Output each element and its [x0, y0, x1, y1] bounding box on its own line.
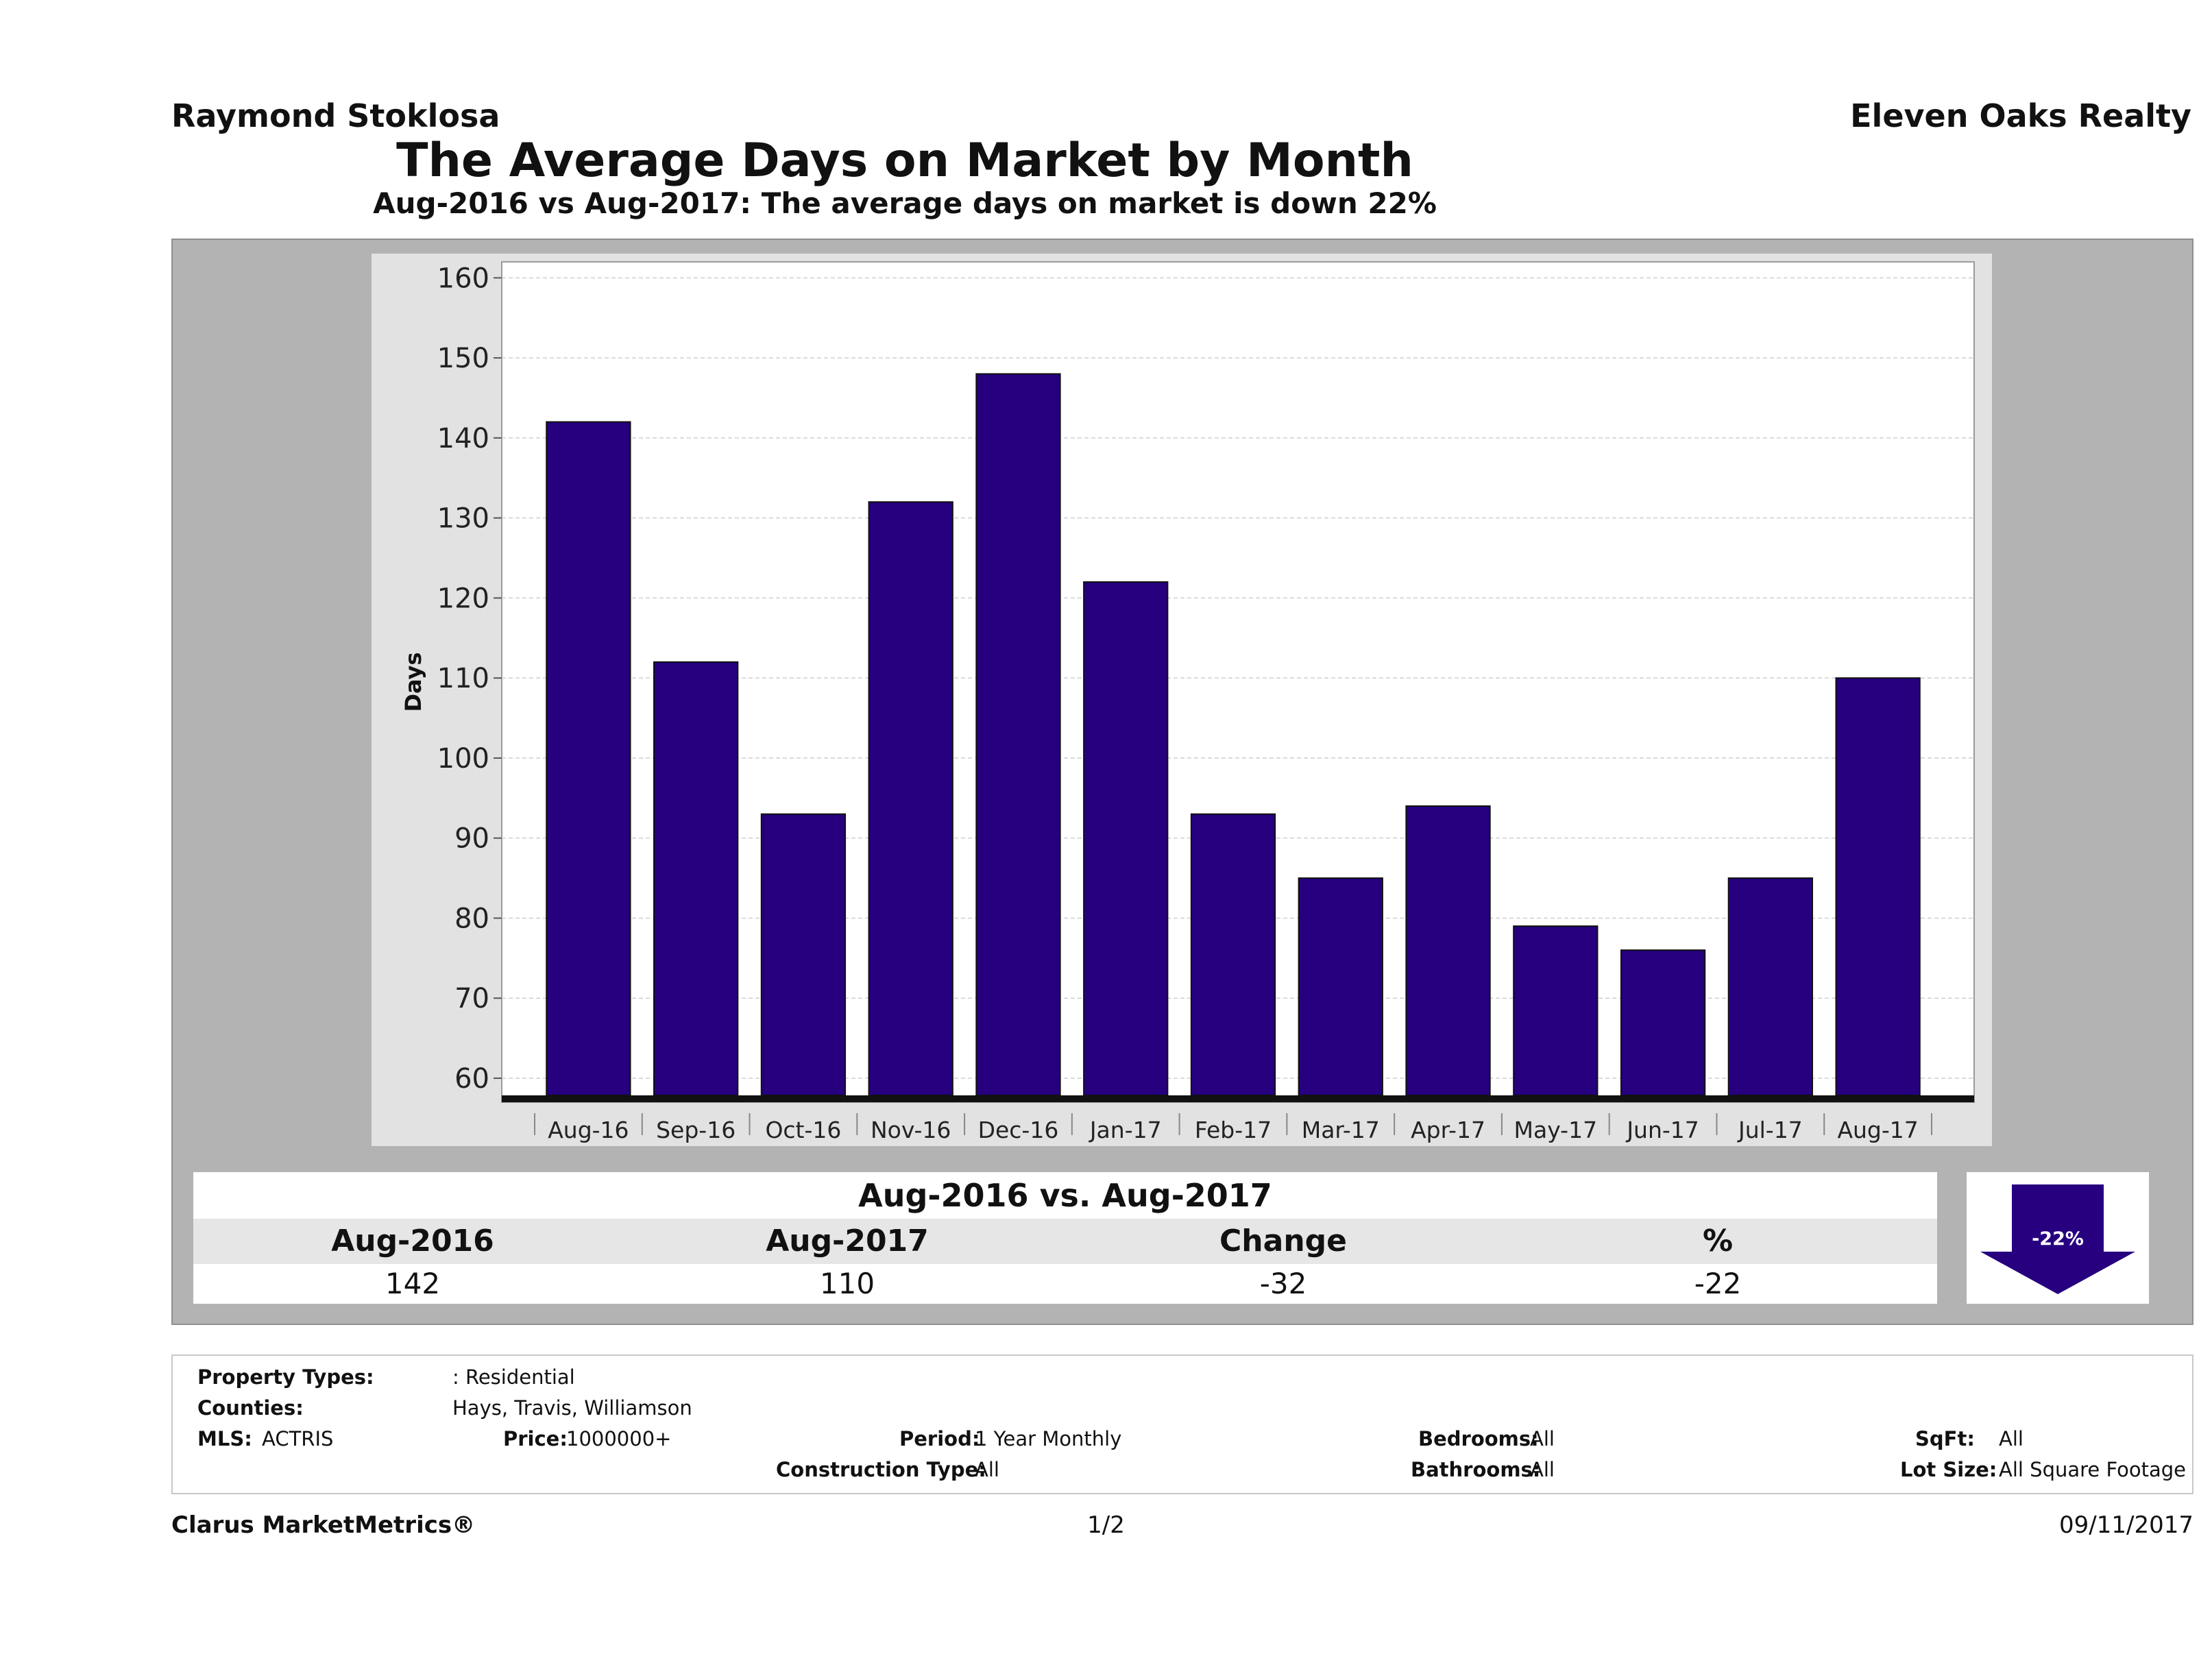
y-tick-label: 160 — [437, 263, 489, 294]
construction-type-value: All — [975, 1458, 999, 1481]
summary-table: Aug-2016 vs. Aug-2017 Aug-2016 Aug-2017 … — [193, 1172, 1937, 1306]
price-value: 1000000+ — [566, 1427, 672, 1450]
bathrooms-label: Bathrooms: — [1411, 1458, 1541, 1481]
summary-header-percent: % — [1702, 1224, 1734, 1258]
y-tick-label: 120 — [437, 583, 489, 614]
y-tick-label: 80 — [454, 903, 489, 934]
summary-header-row: Aug-2016 Aug-2017 Change % — [193, 1219, 1937, 1264]
summary-value-percent: -22 — [1694, 1267, 1742, 1300]
page-title: The Average Days on Market by Month — [396, 134, 1413, 188]
y-tick-label: 110 — [437, 663, 489, 694]
chart-panel: 60 70 80 90 100 110 120 130 140 150 160 Days Aug-16 S… — [171, 239, 2193, 1325]
y-axis-label: Days — [400, 652, 426, 712]
counties-value: Hays, Travis, Williamson — [452, 1396, 692, 1420]
x-tick-label: Oct-16 — [765, 1117, 841, 1143]
property-types-value: : Residential — [452, 1365, 575, 1389]
x-tick-label: Aug-16 — [548, 1117, 629, 1143]
bar-chart: 60 70 80 90 100 110 120 130 140 150 160 Days Aug-16 S… — [400, 261, 1975, 1143]
property-types-label: Property Types: — [197, 1365, 374, 1389]
sqft-label: SqFt: — [1915, 1427, 1975, 1450]
bar — [1835, 677, 1921, 1096]
bathrooms-value: All — [1530, 1458, 1555, 1481]
x-tick-label: Nov-16 — [871, 1117, 951, 1143]
badge-label: -22% — [2032, 1228, 2084, 1250]
bedrooms-value: All — [1530, 1427, 1555, 1450]
y-tick-label: 100 — [437, 743, 489, 775]
x-tick-label: Dec-16 — [978, 1117, 1059, 1143]
agent-name: Raymond Stoklosa — [171, 97, 500, 134]
construction-type-label: Construction Type: — [776, 1458, 986, 1481]
x-tick-label: Feb-17 — [1195, 1117, 1272, 1143]
lot-size-label: Lot Size: — [1900, 1458, 1997, 1481]
summary-header-aug-2016: Aug-2016 — [331, 1224, 494, 1258]
x-tick-label: Sep-16 — [656, 1117, 736, 1143]
summary-value-row: 142 110 -32 -22 — [193, 1264, 1937, 1304]
bar — [760, 813, 847, 1097]
x-tick-label: Aug-17 — [1837, 1117, 1918, 1143]
summary-value-aug-2017: 110 — [819, 1267, 875, 1300]
lot-size-value: All Square Footage — [1999, 1458, 2187, 1481]
y-tick-label: 150 — [437, 343, 489, 374]
down-arrow-icon — [1980, 1184, 2135, 1294]
x-tick-label: Mar-17 — [1302, 1117, 1380, 1143]
y-tick-label: 60 — [454, 1063, 489, 1095]
bar — [1298, 877, 1383, 1096]
bar — [653, 661, 739, 1096]
x-tick-label: Jul-17 — [1737, 1117, 1803, 1143]
y-tick-label: 70 — [454, 983, 489, 1014]
company-name: Eleven Oaks Realty — [1850, 97, 2191, 134]
bar — [1620, 949, 1706, 1097]
bar — [868, 501, 953, 1096]
summary-header-change: Change — [1219, 1224, 1347, 1258]
bar — [1405, 805, 1491, 1096]
bar — [1083, 581, 1169, 1096]
bar — [546, 421, 631, 1096]
bar — [1190, 813, 1276, 1097]
mls-value: ACTRIS — [262, 1427, 334, 1450]
change-badge: -22% — [1967, 1172, 2149, 1304]
x-tick-label: Apr-17 — [1411, 1117, 1485, 1143]
period-label: Period: — [899, 1427, 980, 1450]
counties-label: Counties: — [197, 1396, 304, 1420]
bar — [1727, 877, 1813, 1096]
summary-title: Aug-2016 vs. Aug-2017 — [193, 1172, 1937, 1219]
sqft-value: All — [1999, 1427, 2023, 1450]
x-axis-baseline — [502, 1095, 1974, 1102]
summary-value-aug-2016: 142 — [385, 1267, 441, 1300]
chart-area: 60 70 80 90 100 110 120 130 140 150 160 Days Aug-16 S… — [372, 254, 1992, 1146]
filters-panel: Property Types: : Residential Counties: … — [171, 1354, 2193, 1494]
bedrooms-label: Bedrooms: — [1418, 1427, 1539, 1450]
bar — [975, 373, 1061, 1096]
page-subtitle: Aug-2016 vs Aug-2017: The average days o… — [373, 186, 1437, 220]
y-tick-label: 90 — [454, 823, 489, 855]
bar — [1513, 925, 1599, 1096]
footer-brand: Clarus MarketMetrics® — [171, 1511, 476, 1539]
report-date: 09/11/2017 — [2059, 1511, 2193, 1539]
mls-label: MLS: — [197, 1427, 252, 1450]
y-tick-label: 130 — [437, 503, 489, 535]
price-label: Price: — [503, 1427, 568, 1450]
summary-value-change: -32 — [1259, 1267, 1307, 1300]
x-tick-label: May-17 — [1514, 1117, 1598, 1143]
period-value: 1 Year Monthly — [975, 1427, 1122, 1450]
x-tick-label: Jun-17 — [1625, 1117, 1699, 1143]
page-number: 1/2 — [1087, 1511, 1125, 1539]
y-tick-label: 140 — [437, 423, 489, 454]
summary-header-aug-2017: Aug-2017 — [766, 1224, 929, 1258]
x-tick-label: Jan-17 — [1089, 1117, 1162, 1143]
